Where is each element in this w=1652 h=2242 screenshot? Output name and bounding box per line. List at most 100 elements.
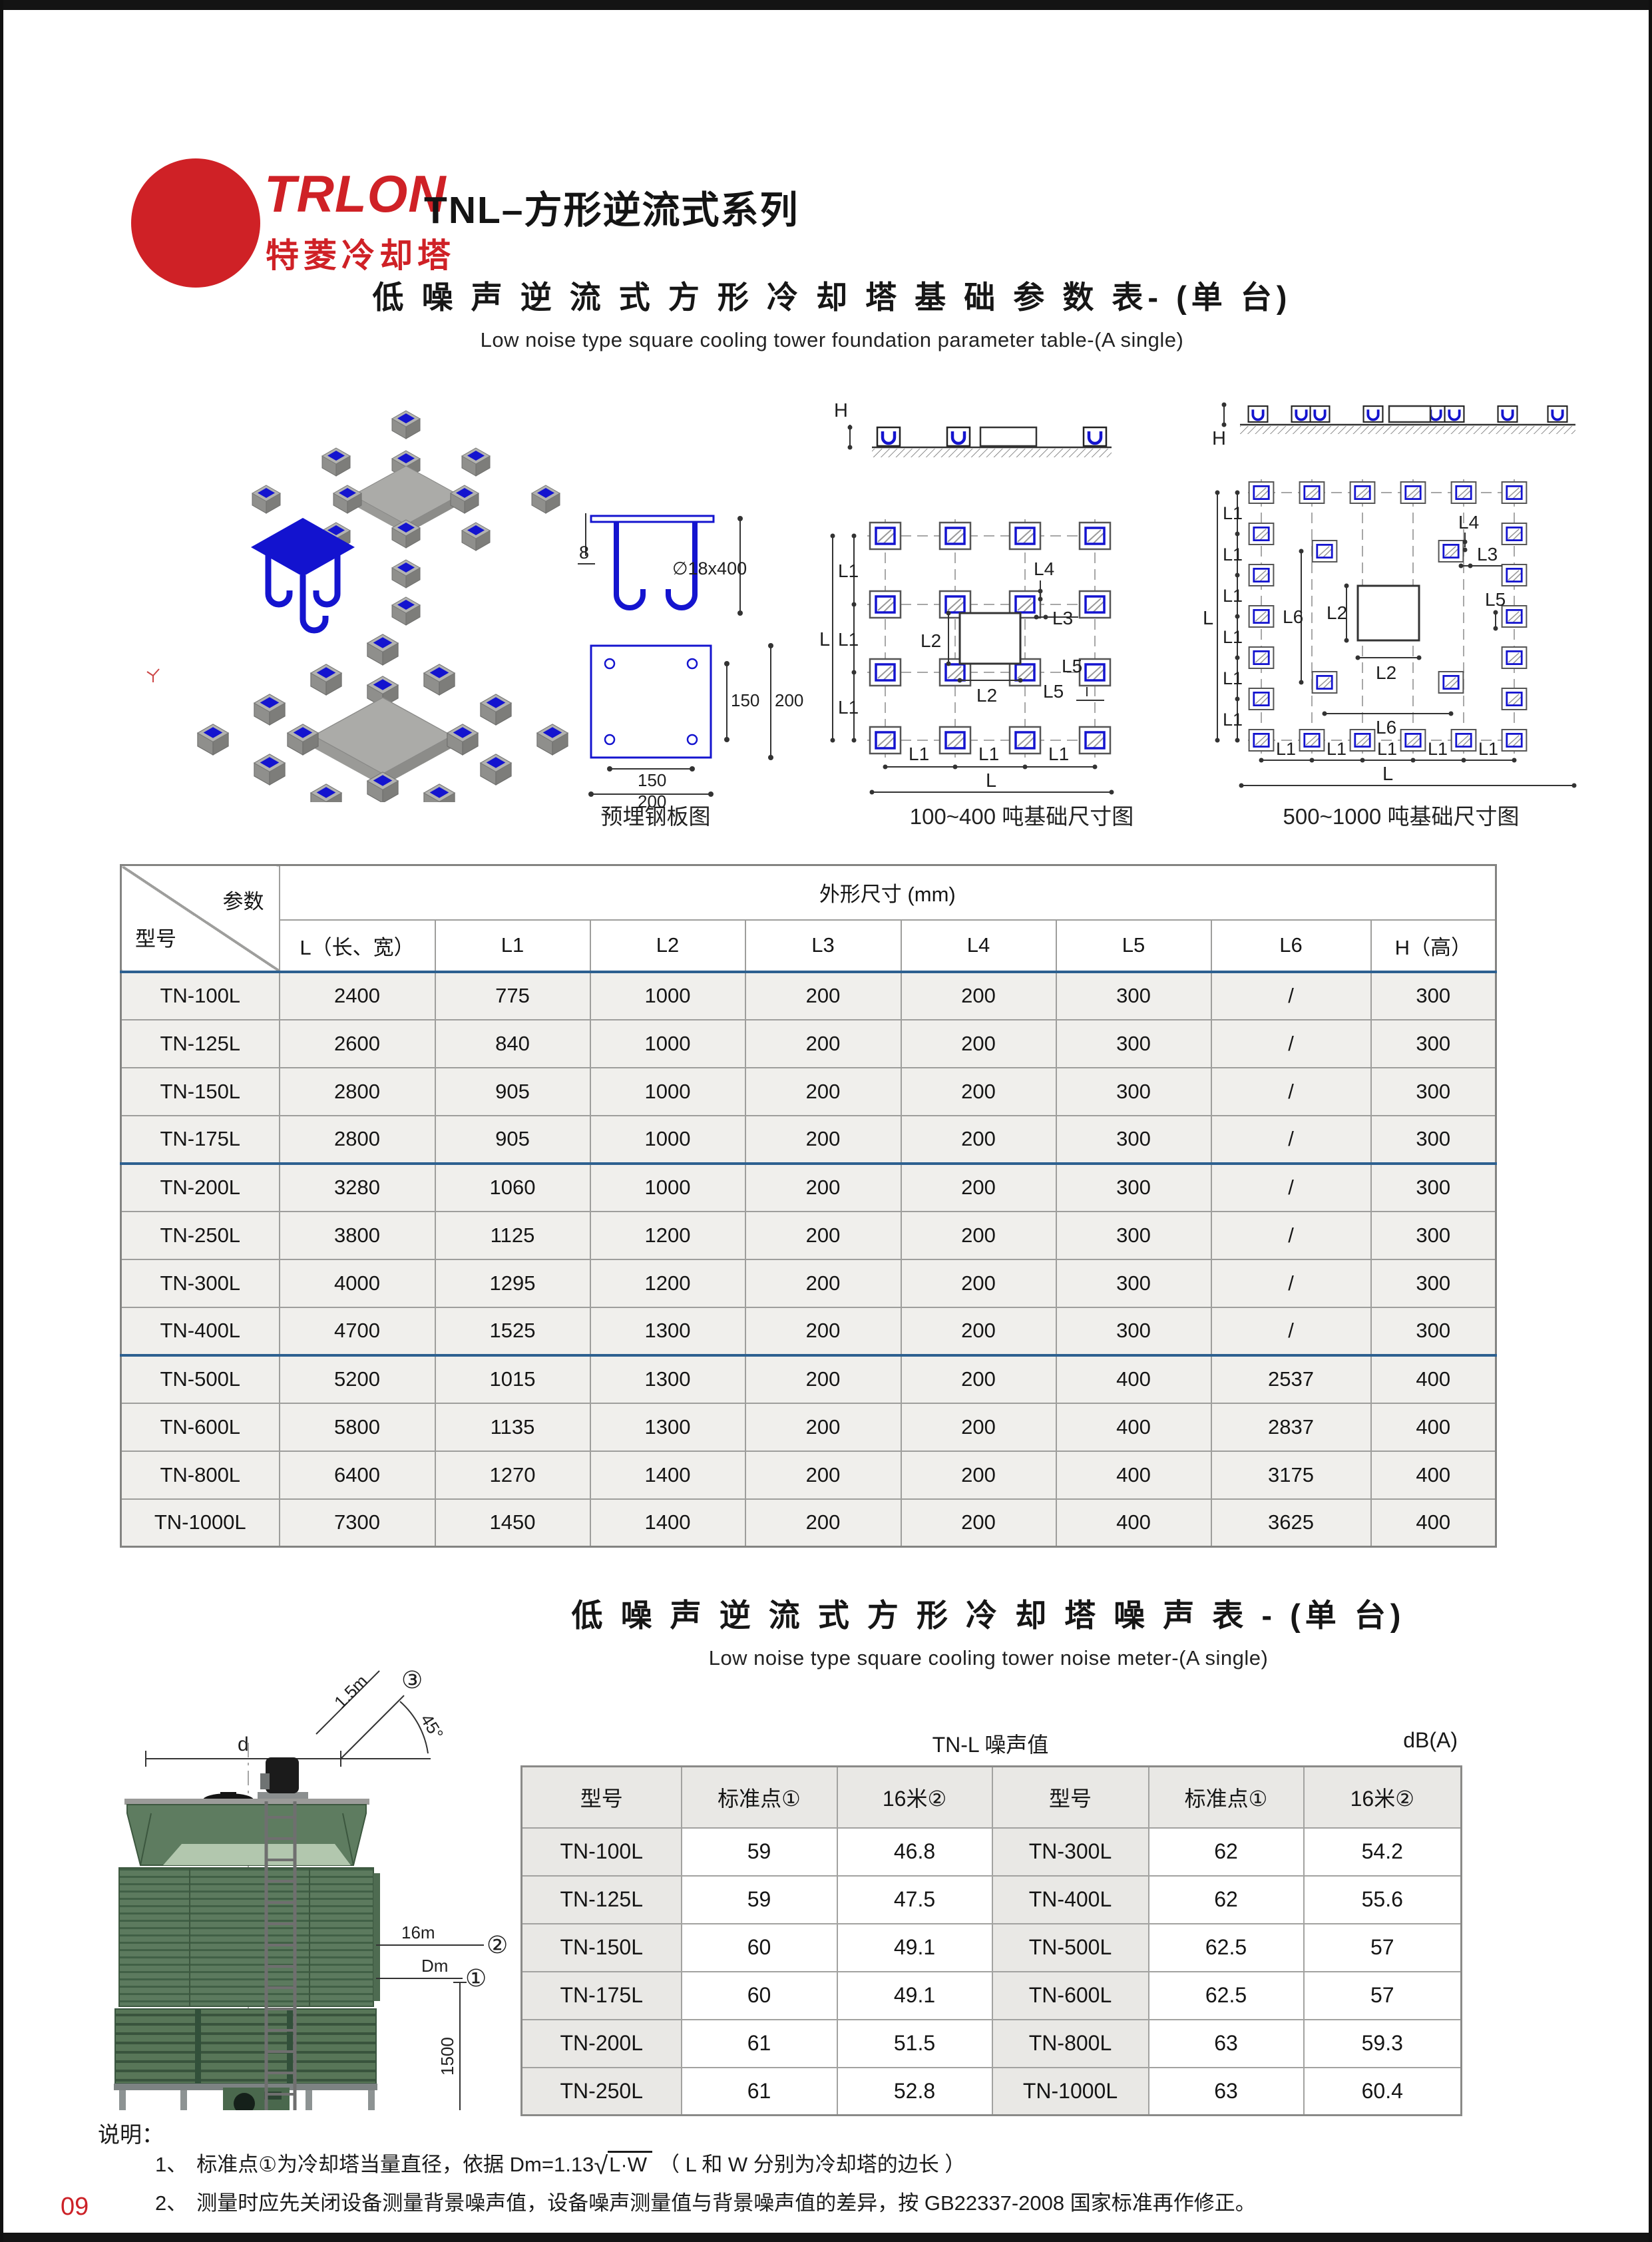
note-item-2: 2、 测量时应先关闭设备测量背景噪声值，设备噪声测量值与背景噪声值的差异，按 GB… xyxy=(155,2186,1256,2216)
axis-marker-icon xyxy=(146,668,160,682)
dim-label: L1 xyxy=(1377,739,1397,759)
foundation-plan-100-400t: H L L1 L1 L1 L2 xyxy=(819,400,1116,795)
ladder-rungs xyxy=(266,1816,295,2096)
foundation-isometric-diagram xyxy=(146,410,568,802)
dim-label: L1 xyxy=(1478,739,1498,759)
model-cell: TN-300L xyxy=(120,1258,280,1308)
col-header: 型号 xyxy=(520,1765,682,1829)
table-row: TN-150L 60 49.1 TN-500L 62.5 57 xyxy=(520,1922,1462,1972)
dim-label: 8 xyxy=(579,543,589,562)
col-header: L2 xyxy=(589,919,746,973)
noise-table: 型号 标准点① 16米② 型号 标准点① 16米② TN-100L 59 46.8 T… xyxy=(520,1765,1462,2116)
noise-meta-title: TN-L 噪声值 xyxy=(932,1733,1049,1757)
table-row: TN-200L 61 51.5 TN-800L 63 59.3 xyxy=(520,2018,1462,2068)
model-cell: TN-250L xyxy=(120,1210,280,1260)
table-row: TN-125L 2600 840 1000 200 200 300/300 xyxy=(120,1018,1497,1068)
table-row: TN-125L 59 47.5 TN-400L 62 55.6 xyxy=(520,1875,1462,1924)
corner-label-param: 参数 xyxy=(222,890,264,913)
table-row: TN-150L 2800 905 1000 200 200 300/300 xyxy=(120,1066,1497,1116)
cooling-tower-drawing: d 1.5m ③ 45° xyxy=(114,1666,508,2110)
model-cell: TN-1000L xyxy=(120,1498,280,1548)
noise-unit-label: dB(A) xyxy=(1403,1728,1458,1752)
col-header: L1 xyxy=(434,919,591,973)
table-row: TN-175L 60 49.1 TN-600L 62.5 57 xyxy=(520,1970,1462,2020)
sqrt-radicand: L·W xyxy=(608,2151,652,2176)
dim-label: L2 xyxy=(921,630,941,651)
dim-label: L1 xyxy=(838,560,859,581)
dim-label: 200 xyxy=(775,690,803,710)
model-cell: TN-600L xyxy=(120,1402,280,1452)
table-row: TN-500L 5200 1015 1300 200 200 400 2537 400 xyxy=(120,1353,1497,1404)
col-header: L4 xyxy=(900,919,1057,973)
dim-label: L1 xyxy=(1223,627,1243,647)
dim-label: L1 xyxy=(1223,503,1243,523)
dim-label: 1.5m xyxy=(330,1671,371,1712)
dim-label: L1 xyxy=(1276,739,1296,759)
dim-label: L1 xyxy=(1048,744,1069,764)
foundation-title-en: Low noise type square cooling tower foun… xyxy=(480,328,1184,351)
plan-centerlines xyxy=(867,519,1116,758)
dim-label: L2 xyxy=(976,685,997,706)
noise-title-en: Low noise type square cooling tower nois… xyxy=(708,1646,1269,1670)
dim-label: L xyxy=(819,629,830,650)
dim-label: L1 xyxy=(1223,586,1243,606)
dim-label: H xyxy=(1212,428,1226,449)
table-row: TN-600L 5800 1135 1300 200 200 400 2837 400 xyxy=(120,1402,1497,1452)
model-cell: TN-200L xyxy=(120,1162,280,1212)
model-cell: TN-800L xyxy=(120,1450,280,1500)
series-title: TNL–方形逆流式系列 xyxy=(424,189,799,232)
table-row: TN-200L 3280 1060 1000 200 200 300/300 xyxy=(120,1162,1497,1212)
table-row: TN-250L 61 52.8 TN-1000L 63 60.4 xyxy=(520,2066,1462,2116)
dim-label: L1 xyxy=(1223,710,1243,730)
caption-500-1000t: 500~1000 吨基础尺寸图 xyxy=(1283,804,1520,829)
dim-label: 45° xyxy=(417,1710,447,1743)
dim-label: L1 xyxy=(838,629,859,650)
dim-label: L2 xyxy=(1376,662,1396,683)
dim-label: L2 xyxy=(1327,602,1347,623)
dim-label: 200 xyxy=(638,791,666,809)
model-cell: TN-400L xyxy=(120,1306,280,1356)
dim-label: L1 xyxy=(909,744,929,764)
dim-label: L xyxy=(1203,608,1213,629)
dim-label: L1 xyxy=(978,744,999,764)
point-1-marker: ① xyxy=(465,1964,487,1992)
dim-label: 150 xyxy=(731,690,759,710)
col-header: L6 xyxy=(1210,919,1372,973)
col-header: 标准点① xyxy=(680,1765,838,1829)
embedded-steel-plate-diagram: 8 ∅18x400 150 200 150 200 xyxy=(578,513,803,809)
model-cell: TN-150L xyxy=(120,1066,280,1116)
dim-label: H xyxy=(834,400,848,421)
dim-label: L4 xyxy=(1034,559,1054,579)
corner-label-model: 型号 xyxy=(135,927,176,951)
dim-label: 16m xyxy=(401,1922,435,1942)
bottom-border-bar xyxy=(3,2233,1649,2242)
dim-label: L3 xyxy=(1477,544,1498,564)
noise-section-title: 低 噪 声 逆 流 式 方 形 冷 却 塔 噪 声 表 - (单 台) Low … xyxy=(469,1590,1508,1670)
dim-label: L3 xyxy=(1052,608,1073,628)
col-header: L3 xyxy=(744,919,902,973)
dim-label: L4 xyxy=(1458,512,1479,533)
dim-label: L xyxy=(986,770,996,791)
col-header: 16米② xyxy=(836,1765,993,1829)
group-header: 外形尺寸 (mm) xyxy=(278,864,1497,921)
sqrt-icon: √ xyxy=(594,2152,608,2180)
model-cell: TN-175L xyxy=(120,1114,280,1164)
page-number: 09 xyxy=(61,2193,89,2221)
caption-100-400t: 100~400 吨基础尺寸图 xyxy=(909,804,1134,829)
table-row: TN-400L 4700 1525 1300 200 200 300/300 xyxy=(120,1306,1497,1356)
foundation-title-cn: 低 噪 声 逆 流 式 方 形 冷 却 塔 基 础 参 数 表- (单 台) xyxy=(372,280,1292,315)
dim-label: L xyxy=(1382,764,1393,785)
table-row: TN-1000L 7300 1450 1400 200 200 400 3625 400 xyxy=(120,1498,1497,1548)
foundation-table: 参数 型号 外形尺寸 (mm) L（长、宽） L1 L2 L3 L4 L5 L6… xyxy=(120,864,1498,1548)
dim-label: L1 xyxy=(1223,668,1243,688)
col-header: L5 xyxy=(1055,919,1212,973)
note-item-1: 1、 标准点①为冷却塔当量直径，依据 Dm=1.13√L·W （ L 和 W 分别为… xyxy=(155,2147,965,2181)
table-row: TN-300L 4000 1295 1200 200 200 300/300 xyxy=(120,1258,1497,1308)
dim-label: L6 xyxy=(1376,717,1396,738)
table-row: TN-100L 2400 775 1000 200 200 300/300 xyxy=(120,970,1497,1020)
dim-label: L5 xyxy=(1043,681,1064,702)
dim-label: L5 xyxy=(1062,656,1082,676)
table-row: TN-800L 6400 1270 1400 200 200 400 3175 400 xyxy=(120,1450,1497,1500)
anchor-bolt-label: ∅18x400 xyxy=(672,559,747,578)
